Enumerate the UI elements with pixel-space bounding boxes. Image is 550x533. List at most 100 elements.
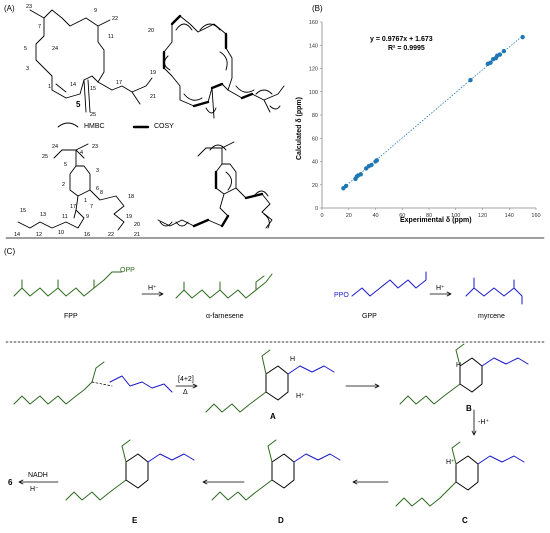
x-tick-label: 60	[399, 213, 405, 219]
atom-number-top-10: 15	[90, 86, 97, 92]
myrcene-structure	[465, 277, 523, 305]
h-plus-label-2: H⁺	[436, 285, 445, 292]
h-label-b: H	[456, 362, 462, 369]
atom-number-bottom-8: 1	[84, 198, 88, 204]
cycloaddition-hint	[91, 381, 113, 387]
gpp-label: GPP	[362, 313, 377, 320]
x-tick-label: 20	[346, 213, 352, 219]
data-point-10	[374, 158, 380, 163]
x-tick-label: 0	[320, 213, 323, 219]
atom-number-bottom-24: 21	[134, 232, 141, 238]
atom-number-top-5: 20	[148, 28, 155, 34]
atom-number-bottom-9: 17	[70, 204, 77, 210]
data-point-18	[501, 48, 507, 54]
atom-number-bottom-12: 18	[128, 194, 135, 200]
compound-5-hmbc-cosy-sketch	[162, 14, 285, 119]
atom-number-bottom-3: 23	[92, 144, 99, 150]
y-tick-label: 20	[312, 183, 318, 189]
data-point-5	[358, 172, 363, 177]
atom-number-bottom-23: 22	[108, 232, 115, 238]
atom-number-bottom-13: 19	[126, 214, 133, 220]
data-point-13	[488, 60, 493, 65]
atom-number-top-3: 22	[112, 16, 119, 22]
atom-number-top-6: 5	[24, 46, 28, 52]
panel-c-label: (C)	[4, 247, 16, 256]
y-tick-label: 140	[309, 43, 318, 49]
y-tick-label: 100	[309, 90, 318, 96]
atom-number-top-11: 14	[70, 82, 77, 88]
atom-number-bottom-16: 11	[62, 214, 68, 220]
compound-5-structure	[29, 9, 153, 113]
atom-number-top-14: 21	[150, 94, 157, 100]
atom-number-bottom-19: 14	[14, 232, 21, 238]
scheme-arrows	[18, 383, 477, 485]
x-tick-label: 80	[426, 213, 432, 219]
y-tick-label: 60	[312, 136, 318, 142]
opp-label: OPP	[120, 267, 135, 274]
atom-number-top-4: 11	[108, 34, 114, 40]
atom-number-bottom-2: 4	[80, 150, 84, 156]
delta-label: Δ	[183, 389, 188, 396]
nadh-label: NADH	[28, 472, 48, 479]
atom-number-bottom-10: 7	[90, 204, 94, 210]
intermediate-d-label: D	[278, 516, 284, 525]
atom-number-bottom-1: 25	[42, 154, 49, 160]
hmbc-legend-label: HMBC	[84, 123, 105, 130]
atom-number-top-7: 24	[52, 46, 59, 52]
atom-number-bottom-14: 15	[20, 208, 27, 214]
atom-number-top-2: 9	[94, 8, 98, 14]
h-plus-label-a: H⁺	[296, 393, 305, 400]
compound-5-label: 5	[76, 100, 81, 109]
y-tick-label: 120	[309, 67, 318, 73]
intermediate-D	[211, 439, 341, 501]
atom-number-bottom-0: 24	[52, 144, 59, 150]
atom-number-top-12: 17	[116, 80, 123, 86]
product-6-label: 6	[8, 478, 13, 487]
y-tick-label: 0	[315, 206, 318, 212]
intermediate-C	[395, 441, 525, 507]
atom-number-bottom-21: 10	[58, 230, 65, 236]
h-plus-label-c: H⁺	[446, 459, 455, 466]
data-point-1	[343, 183, 349, 189]
y-tick-label: 80	[312, 113, 318, 119]
atom-number-bottom-6: 2	[62, 182, 66, 188]
h-plus-label-1: H⁺	[148, 285, 157, 292]
myrcene-label: myrcene	[478, 313, 505, 320]
diels-alder-label: [4+2]	[178, 376, 194, 383]
atom-number-bottom-18: 20	[134, 222, 141, 228]
atom-number-bottom-4: 5	[64, 162, 68, 168]
h-label-a: H	[290, 356, 296, 363]
panel-b-label: (B)	[312, 4, 323, 13]
y-tick-label: 40	[312, 160, 318, 166]
cosy-legend-label: COSY	[154, 123, 174, 130]
h-minus-label: H⁻	[30, 486, 39, 493]
panel-a-label: (A)	[4, 4, 15, 13]
atom-number-top-9: 1	[48, 84, 52, 90]
ppo-label: PPO	[334, 292, 349, 299]
x-tick-label: 160	[531, 213, 540, 219]
r-squared-label: R² = 0.9995	[388, 45, 425, 52]
atom-number-bottom-17: 9	[86, 214, 90, 220]
row1-arrows	[141, 291, 452, 297]
minus-h-plus-label: -H⁺	[478, 419, 490, 426]
intermediate-A	[205, 349, 335, 413]
reactant-farnesene	[13, 361, 105, 405]
reactant-myrcene	[109, 375, 173, 393]
intermediate-a-label: A	[270, 412, 276, 421]
atom-number-top-0: 23	[26, 4, 33, 10]
intermediate-c-label: C	[462, 516, 468, 525]
data-point-11	[468, 77, 473, 83]
atom-number-top-8: 3	[26, 66, 30, 72]
intermediate-E	[65, 439, 195, 501]
x-tick-label: 100	[451, 213, 460, 219]
atom-number-bottom-15: 13	[40, 212, 47, 218]
x-tick-label: 120	[478, 213, 487, 219]
atom-number-top-13: 19	[150, 70, 157, 76]
intermediate-e-label: E	[132, 516, 138, 525]
fpp-structure	[13, 271, 123, 297]
atom-number-bottom-20: 12	[36, 232, 43, 238]
data-point-19	[520, 34, 525, 40]
intermediate-B	[399, 343, 529, 405]
